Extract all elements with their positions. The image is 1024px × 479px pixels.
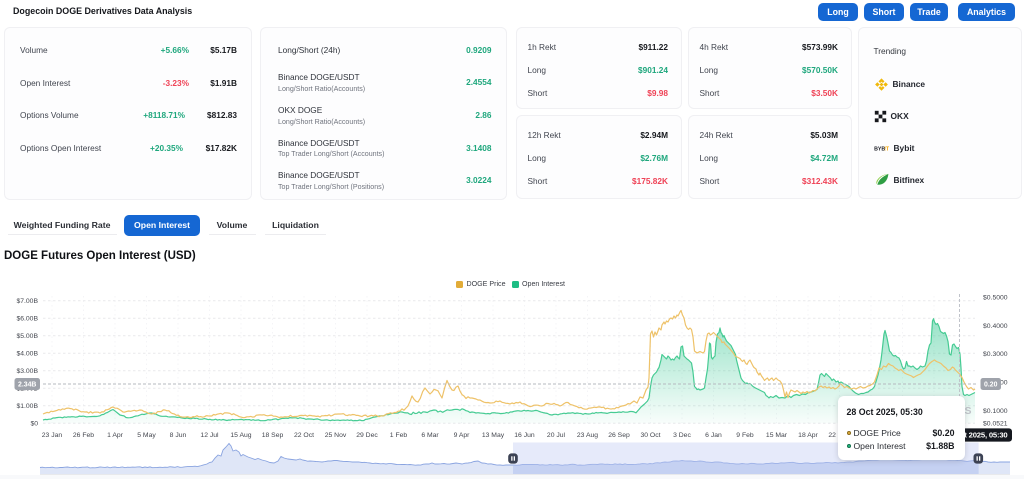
svg-text:$0: $0: [30, 421, 38, 428]
svg-text:$6.00B: $6.00B: [16, 316, 38, 323]
svg-text:9 Feb: 9 Feb: [736, 432, 754, 439]
svg-text:13 May: 13 May: [482, 432, 505, 439]
svg-text:5 May: 5 May: [137, 432, 156, 439]
svg-text:$7.00B: $7.00B: [16, 298, 38, 305]
svg-text:3 Dec: 3 Dec: [673, 432, 691, 439]
svg-text:26 Sep: 26 Sep: [608, 432, 630, 439]
svg-text:$0.5000: $0.5000: [983, 294, 1008, 301]
svg-text:$0.4000: $0.4000: [983, 323, 1008, 330]
svg-text:2.34B: 2.34B: [18, 381, 36, 388]
svg-text:9 Apr: 9 Apr: [454, 432, 471, 439]
svg-text:$0.3000: $0.3000: [983, 351, 1008, 358]
svg-text:$1.00B: $1.00B: [16, 403, 38, 410]
svg-text:$3.00B: $3.00B: [16, 368, 38, 375]
svg-text:23 Aug: 23 Aug: [577, 432, 598, 439]
svg-text:6 Jan: 6 Jan: [705, 432, 722, 439]
svg-text:16 Jun: 16 Jun: [514, 432, 535, 439]
svg-text:$0.0521: $0.0521: [983, 421, 1008, 428]
svg-text:1 Feb: 1 Feb: [390, 432, 408, 439]
svg-text:BYB: BYB: [874, 146, 885, 152]
svg-text:8 Jun: 8 Jun: [170, 432, 187, 439]
svg-text:23 Jan: 23 Jan: [42, 432, 63, 439]
svg-text:28 Oct 2025, 05:30: 28 Oct 2025, 05:30: [944, 431, 1007, 440]
svg-text:6 Mar: 6 Mar: [421, 432, 439, 439]
svg-text:$5.00B: $5.00B: [16, 333, 38, 340]
svg-text:1 Apr: 1 Apr: [107, 432, 124, 439]
svg-text:!T: !T: [884, 146, 890, 152]
svg-text:29 Dec: 29 Dec: [356, 432, 378, 439]
svg-text:18 Apr: 18 Apr: [798, 432, 818, 439]
svg-text:$4.00B: $4.00B: [16, 351, 38, 358]
svg-text:20 Jul: 20 Jul: [547, 432, 566, 439]
svg-text:$0.1000: $0.1000: [983, 408, 1008, 415]
svg-text:0.20: 0.20: [984, 381, 998, 388]
svg-text:25 Nov: 25 Nov: [325, 432, 347, 439]
svg-text:15 Aug: 15 Aug: [230, 432, 251, 439]
svg-text:18 Sep: 18 Sep: [262, 432, 284, 439]
svg-text:15 Mar: 15 Mar: [766, 432, 788, 439]
svg-text:30 Oct: 30 Oct: [640, 432, 660, 439]
svg-text:22 Oct: 22 Oct: [294, 432, 314, 439]
svg-text:12 Jul: 12 Jul: [200, 432, 219, 439]
svg-text:26 Feb: 26 Feb: [73, 432, 94, 439]
